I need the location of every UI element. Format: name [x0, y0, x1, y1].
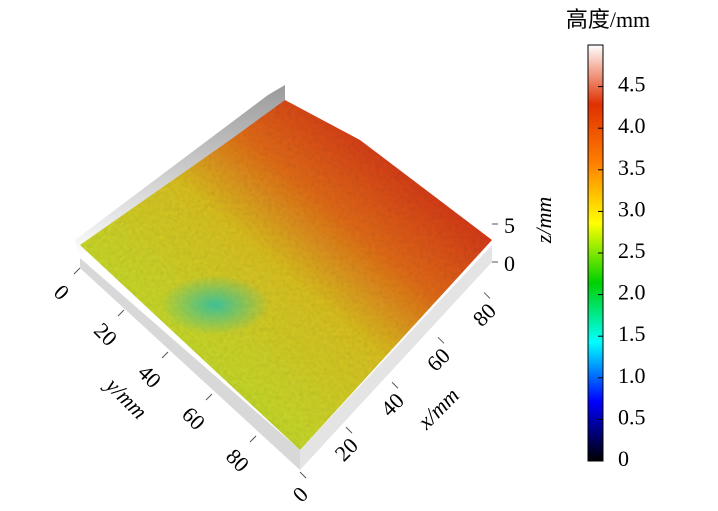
x-axis-label: x/mm: [412, 383, 464, 435]
y-tick-label: 80: [221, 444, 254, 477]
y-tick-label: 0: [49, 280, 74, 305]
x-tick: [437, 336, 445, 344]
front-wall: [80, 258, 300, 470]
z-tick-label: 0: [504, 251, 515, 276]
surface: [80, 100, 492, 450]
x-tick: [483, 292, 491, 299]
y-tick-label: 60: [177, 402, 210, 435]
x-tick: [299, 471, 307, 479]
y-tick: [205, 393, 213, 401]
colorbar-tick-label: 2.5: [618, 238, 646, 263]
y-tick: [73, 267, 81, 275]
y-tick: [249, 435, 257, 443]
x-tick-label: 0: [288, 482, 313, 507]
x-tick: [391, 381, 399, 389]
colorbar-tick-label: 4.5: [618, 72, 646, 97]
x-tick-label: 20: [330, 433, 363, 466]
colorbar-tick-label: 1.0: [618, 363, 646, 388]
z-tick-label: 5: [504, 213, 515, 238]
colorbar-tick-label: 2.0: [618, 280, 646, 305]
colorbar-tick-label: 1.5: [618, 321, 646, 346]
y-tick-label: 40: [133, 360, 166, 393]
x-tick-label: 40: [376, 388, 409, 421]
surface-plot: [75, 85, 492, 470]
colorbar-tick-label: 0: [618, 446, 629, 471]
z-axis-label: z/mm: [531, 197, 556, 244]
y-tick-label: 20: [89, 318, 122, 351]
x-tick-label: 60: [422, 343, 455, 376]
colorbar-tick-label: 0.5: [618, 404, 646, 429]
colorbar-title: 高度/mm: [566, 7, 650, 32]
x-tick: [345, 426, 353, 434]
y-tick: [117, 309, 125, 317]
y-tick: [161, 351, 169, 359]
surface-low-area: [160, 275, 270, 335]
colorbar-tick-label: 3.0: [618, 196, 646, 221]
x-tick-label: 80: [468, 298, 501, 331]
side-wall: [300, 245, 492, 470]
colorbar-tick-label: 3.5: [618, 155, 646, 180]
colorbar-tick-label: 4.0: [618, 113, 646, 138]
